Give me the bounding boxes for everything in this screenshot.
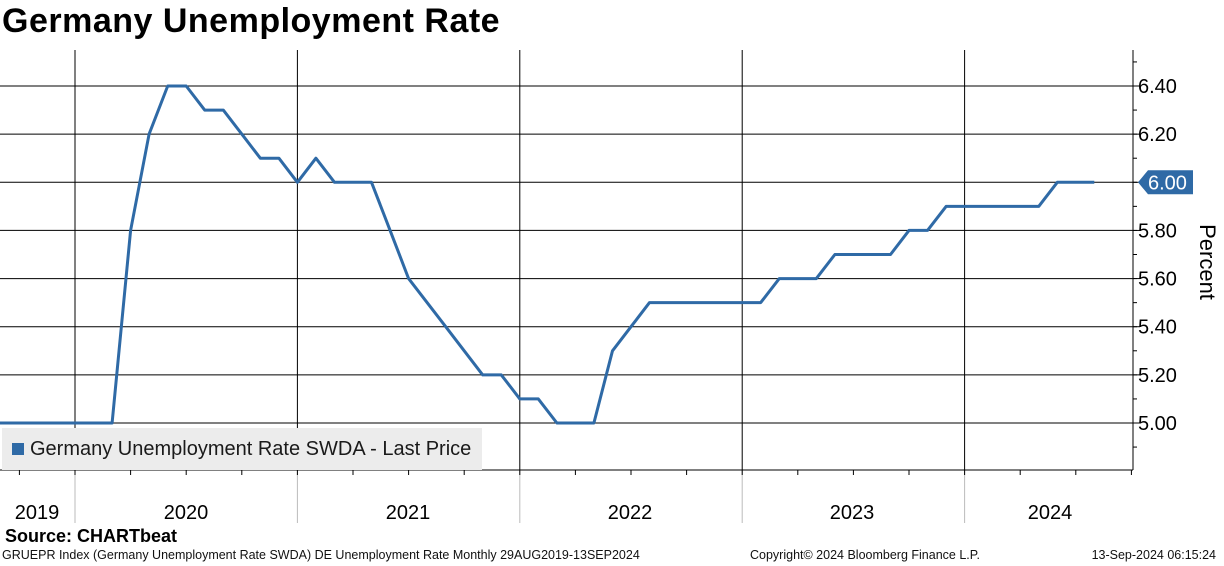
y-tick-label: 5.20	[1138, 365, 1177, 387]
footer-index-info: GRUEPR Index (Germany Unemployment Rate …	[2, 548, 640, 562]
footer-copyright: Copyright© 2024 Bloomberg Finance L.P.	[750, 548, 980, 562]
x-tick-label: 2019	[15, 502, 60, 524]
source-note: Source: CHARTbeat	[5, 526, 178, 546]
y-tick-label: 5.60	[1138, 269, 1177, 291]
x-axis: 2019 2020 2021 2022 2023 2024	[0, 469, 1133, 524]
legend-swatch	[12, 443, 24, 455]
y-axis-label: Percent	[1195, 224, 1220, 300]
legend-label: Germany Unemployment Rate SWDA - Last Pr…	[30, 437, 472, 460]
x-tick-label: 2022	[608, 502, 653, 524]
x-tick-label: 2023	[830, 502, 875, 524]
badge-shape	[1138, 170, 1193, 195]
y-axis: 6.40 6.20 5.80 5.60 5.40 5.20 5.00	[1132, 50, 1177, 470]
footer-timestamp: 13-Sep-2024 06:15:24	[1091, 548, 1216, 562]
y-tick-label: 6.40	[1138, 76, 1177, 98]
y-tick-label: 5.40	[1138, 317, 1177, 339]
chart-title: Germany Unemployment Rate	[2, 2, 501, 40]
x-tick-label: 2021	[386, 502, 431, 524]
series-line	[0, 84, 1095, 425]
y-tick-label: 5.00	[1138, 413, 1177, 435]
last-value-label: 6.00	[1148, 172, 1187, 194]
x-tick-label: 2024	[1028, 502, 1073, 524]
legend: Germany Unemployment Rate SWDA - Last Pr…	[2, 428, 482, 470]
gridlines	[0, 50, 1133, 470]
y-tick-label: 6.20	[1138, 124, 1177, 146]
y-tick-label: 5.80	[1138, 220, 1177, 242]
last-value-badge: 6.00	[1138, 170, 1193, 195]
x-tick-label: 2020	[164, 502, 209, 524]
